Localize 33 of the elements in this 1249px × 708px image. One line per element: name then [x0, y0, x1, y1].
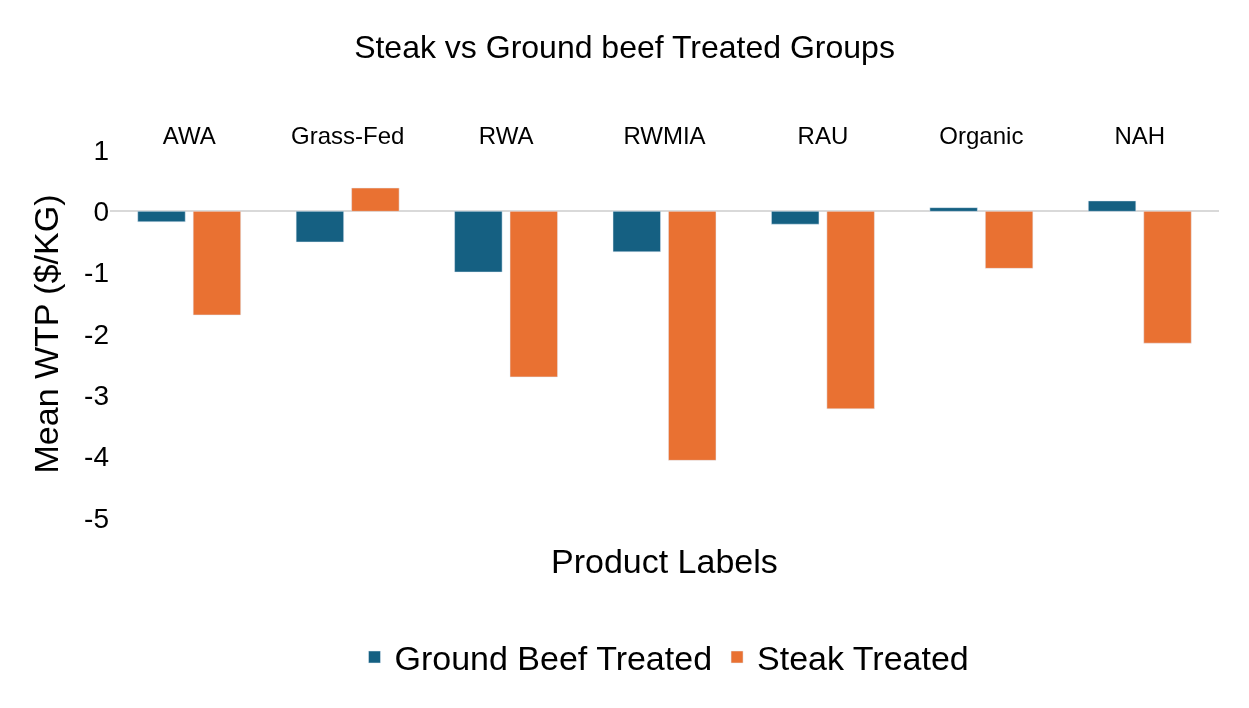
- chart-title: Steak vs Ground beef Treated Groups: [354, 28, 895, 65]
- bar: [295, 211, 344, 243]
- x-tick-label: NAH: [1114, 122, 1166, 150]
- bar: [454, 211, 503, 273]
- bar: [929, 207, 978, 212]
- y-tick-label: -4: [84, 441, 109, 473]
- x-tick-label: RAU: [797, 122, 849, 150]
- bar: [1088, 200, 1137, 212]
- bar: [668, 211, 717, 461]
- x-tick-label: RWMIA: [623, 122, 706, 150]
- x-tick-label: Grass-Fed: [290, 122, 405, 150]
- y-axis-title: Mean WTP ($/KG): [26, 194, 65, 474]
- bar: [771, 211, 820, 225]
- y-tick-label: 0: [93, 196, 109, 228]
- x-tick-label: Organic: [939, 122, 1024, 150]
- y-tick-label: -1: [84, 257, 109, 289]
- y-tick-label: -5: [84, 502, 109, 534]
- bar: [137, 211, 186, 223]
- y-tick-label: -3: [84, 380, 109, 412]
- legend-label: Steak Treated: [757, 639, 969, 678]
- bar: [192, 211, 241, 316]
- y-tick-label: 1: [93, 134, 109, 166]
- x-tick-label: AWA: [162, 122, 216, 150]
- x-axis-title: Product Labels: [551, 542, 778, 580]
- y-tick-label: -2: [84, 318, 109, 350]
- bar: [985, 211, 1034, 269]
- bar: [351, 187, 400, 212]
- x-tick-label: RWA: [478, 122, 534, 150]
- bar: [826, 211, 875, 410]
- legend-label: Ground Beef Treated: [394, 639, 713, 678]
- bar: [509, 211, 558, 378]
- bar: [1143, 211, 1192, 344]
- bar: [612, 211, 661, 253]
